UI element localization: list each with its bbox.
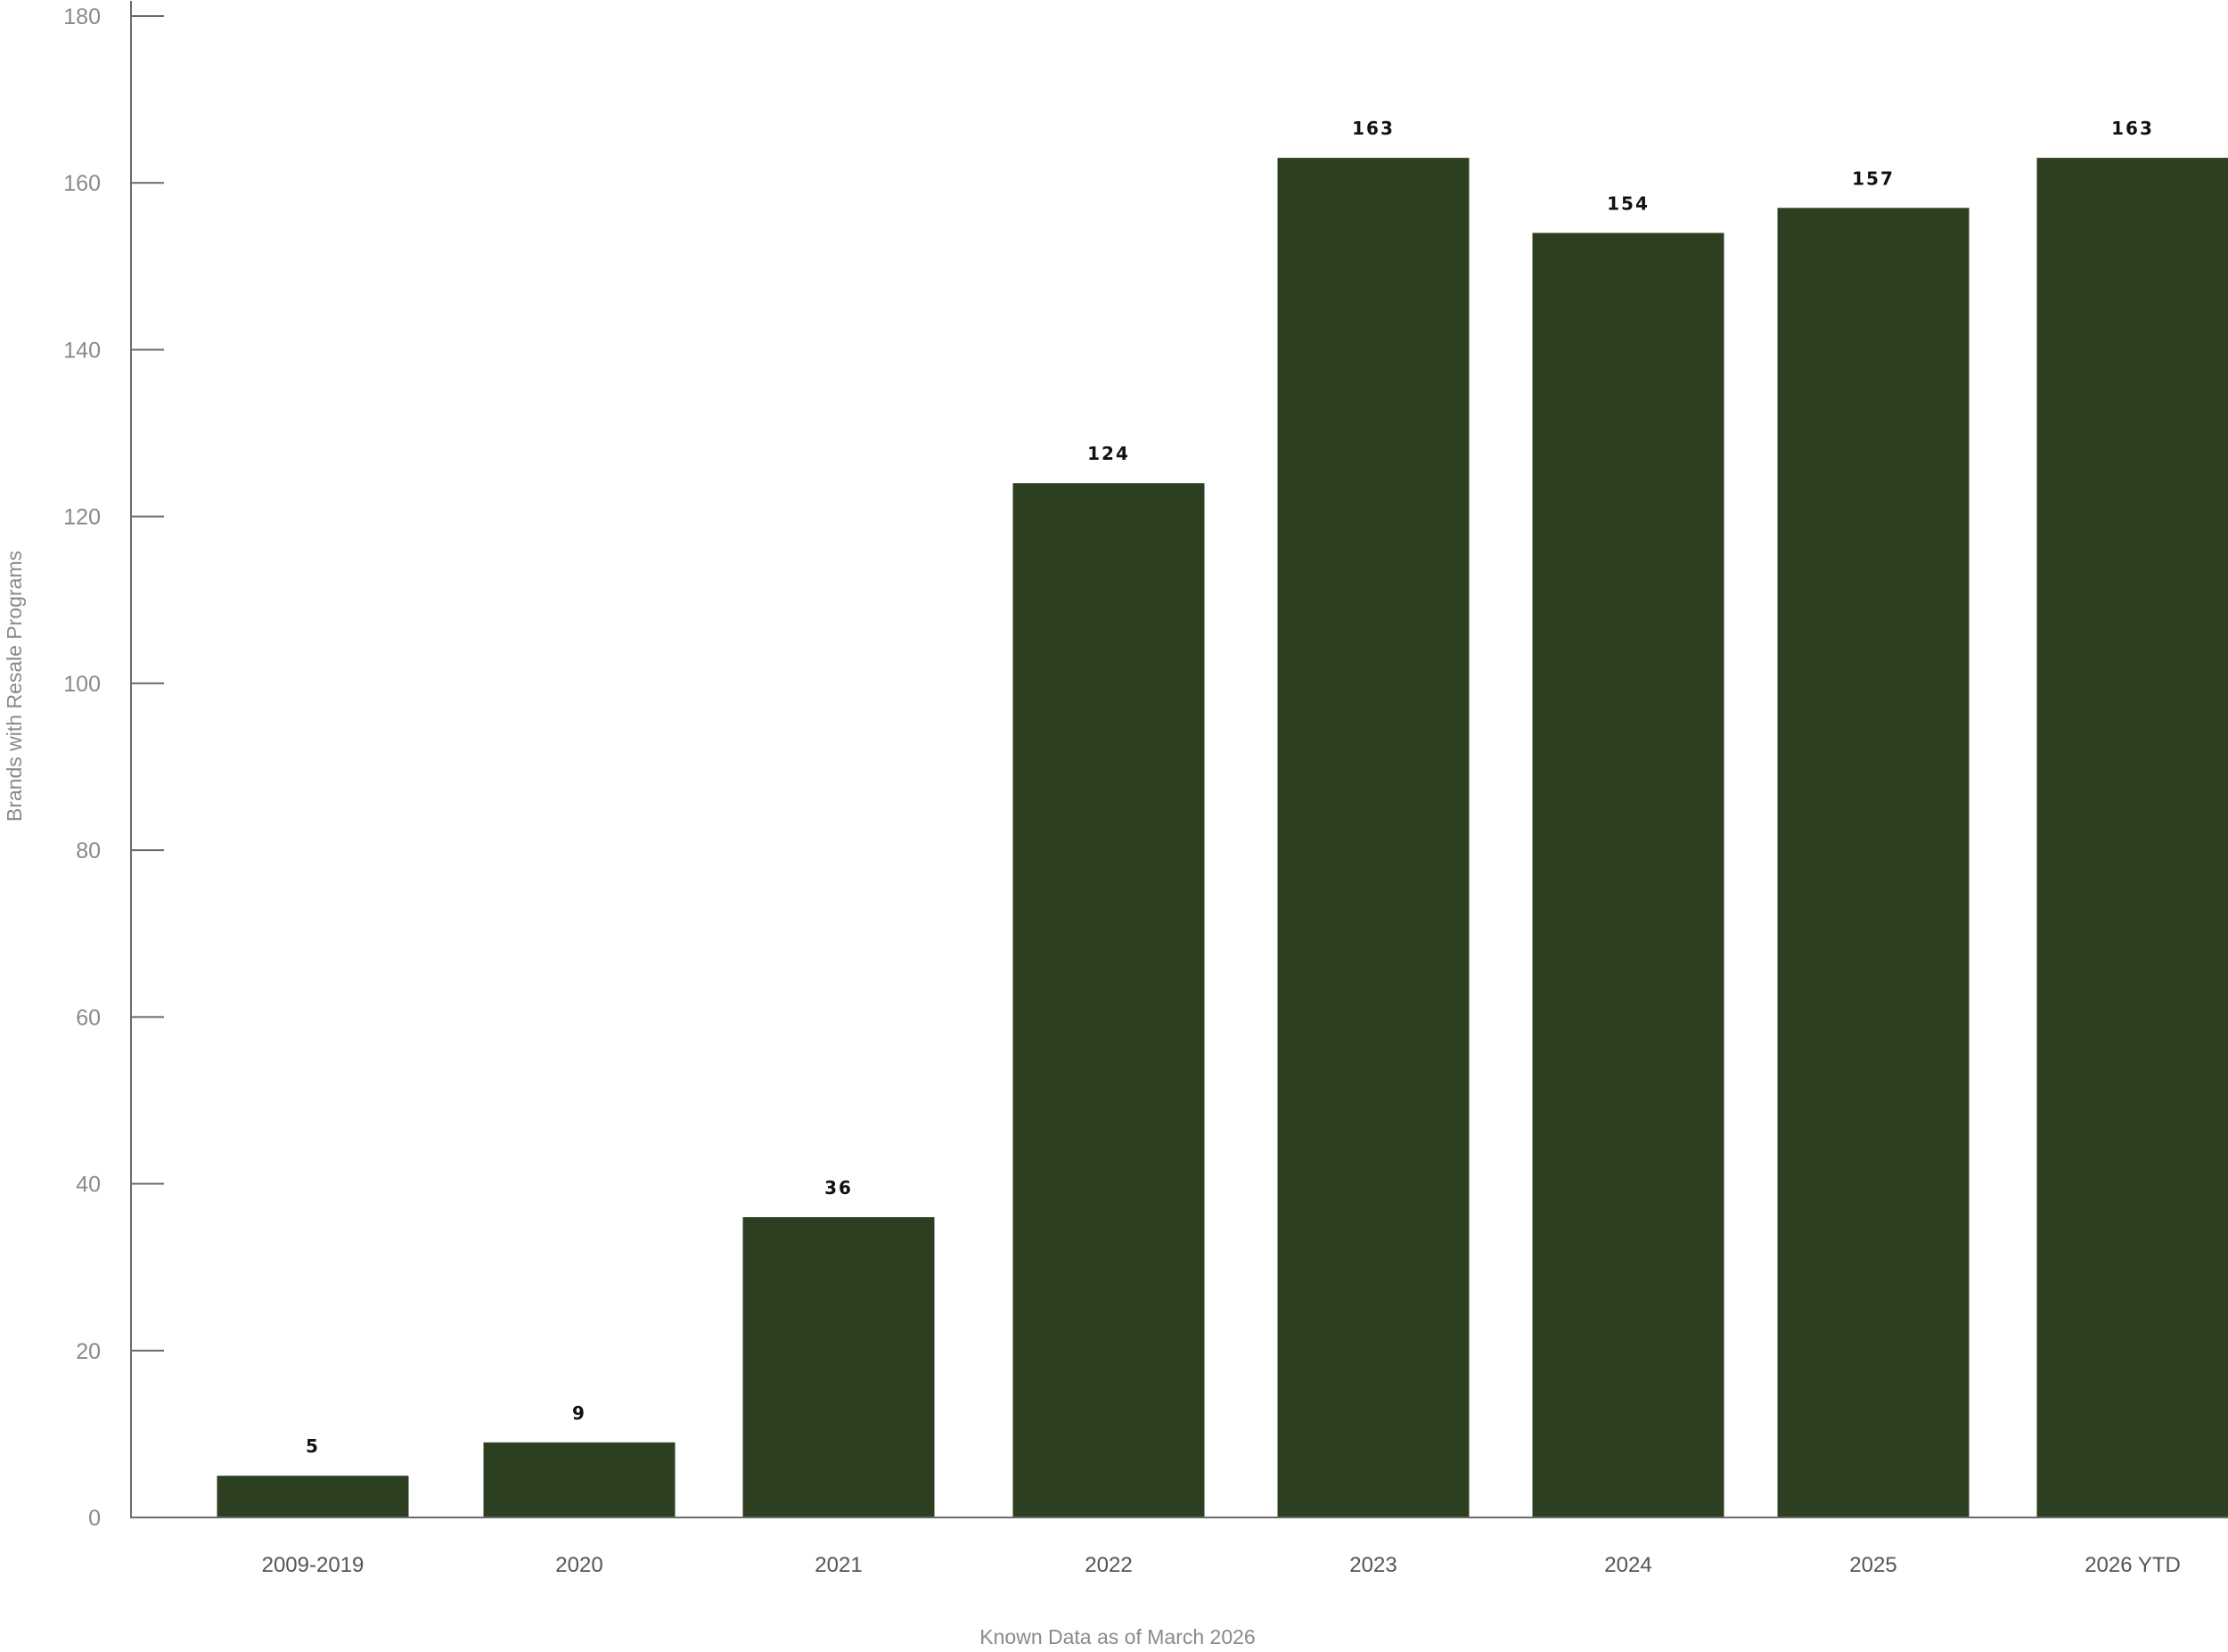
- y-tick-label: 120: [63, 505, 101, 530]
- data-label: 157: [1852, 168, 1895, 189]
- y-tick-label: 180: [63, 4, 101, 29]
- data-label: 5: [306, 1435, 320, 1457]
- y-tick-label: 140: [63, 338, 101, 363]
- bar: [2036, 158, 2228, 1517]
- x-axis-tick-labels: 2009-2019 2020 2021 2022 2023 2024 2025 2026 YT…: [262, 1553, 2181, 1577]
- bar: [1277, 158, 1470, 1517]
- data-label: 163: [2111, 118, 2154, 139]
- bar: [217, 1476, 409, 1517]
- data-label: 9: [572, 1403, 586, 1424]
- y-tick-label: 0: [88, 1506, 101, 1531]
- y-tick-label: 60: [76, 1005, 101, 1030]
- bar-series: [217, 158, 2228, 1518]
- y-tick-label: 160: [63, 171, 101, 196]
- x-tick-label: 2026 YTD: [2085, 1553, 2181, 1577]
- data-labels: 5 9 36 124 163 154 157 163: [306, 118, 2154, 1457]
- data-label: 124: [1087, 443, 1130, 464]
- y-axis-title: Brands with Resale Programs: [3, 551, 26, 822]
- data-label: 163: [1352, 118, 1395, 139]
- y-axis-ticks: 0 20 40 60 80 100 120 140 160 180: [63, 4, 164, 1531]
- x-tick-label: 2025: [1849, 1553, 1896, 1577]
- x-tick-label: 2021: [815, 1553, 862, 1577]
- bar: [1532, 233, 1724, 1517]
- bar: [742, 1217, 935, 1517]
- y-tick-label: 40: [76, 1173, 101, 1198]
- x-tick-label: 2022: [1085, 1553, 1132, 1577]
- bar: [1012, 483, 1205, 1518]
- x-tick-label: 2020: [555, 1553, 602, 1577]
- data-label: 36: [824, 1177, 853, 1198]
- x-tick-label: 2024: [1604, 1553, 1651, 1577]
- x-axis-title: Known Data as of March 2026: [979, 1625, 1255, 1648]
- bar: [1777, 208, 1970, 1518]
- y-tick-label: 80: [76, 838, 101, 863]
- data-label: 154: [1607, 192, 1650, 214]
- y-tick-label: 100: [63, 672, 101, 697]
- y-tick-label: 20: [76, 1339, 101, 1364]
- x-tick-label: 2023: [1349, 1553, 1397, 1577]
- bar: [483, 1442, 676, 1517]
- x-tick-label: 2009-2019: [262, 1553, 365, 1577]
